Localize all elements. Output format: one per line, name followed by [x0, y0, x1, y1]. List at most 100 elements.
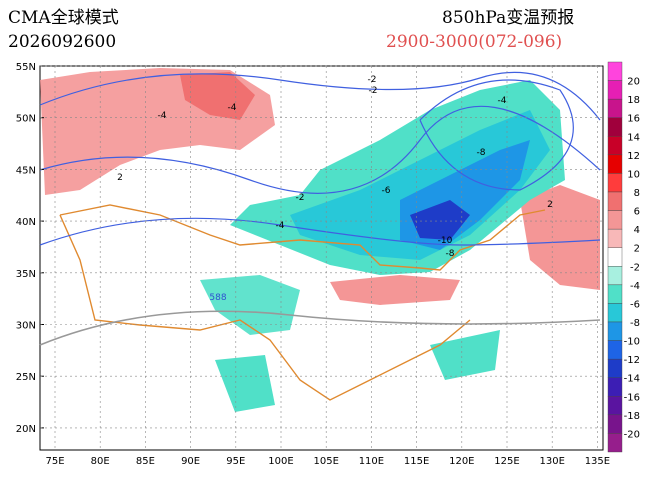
contour-label: -6	[382, 186, 391, 196]
colorbar-swatch	[607, 321, 623, 341]
lat-label: 55N	[16, 62, 36, 73]
cold-area	[200, 275, 300, 335]
lat-label: 25N	[16, 372, 36, 383]
contour-line	[39, 105, 601, 194]
warm-area	[330, 275, 460, 305]
colorbar-label: 12	[627, 151, 640, 162]
colorbar-label: -6	[630, 299, 640, 310]
contour-label: -2	[369, 86, 378, 96]
contour-label: -2	[296, 193, 305, 203]
lat-label: 50N	[16, 114, 36, 125]
lon-label: 110E	[359, 456, 384, 467]
contour-line	[39, 71, 601, 121]
lon-label: 75E	[45, 456, 64, 467]
colorbar-swatch	[607, 303, 623, 323]
colorbar-swatch	[607, 266, 623, 286]
contour-label: 2	[117, 173, 123, 183]
colorbar-swatch	[607, 377, 623, 397]
lon-label: 100E	[268, 456, 293, 467]
colorbar-swatch	[607, 433, 623, 453]
border-line	[59, 214, 471, 401]
contour-label: -2	[368, 75, 377, 85]
contour-line	[39, 217, 601, 246]
shading	[40, 68, 600, 412]
cold-area	[290, 110, 550, 260]
colorbar-label: -18	[624, 411, 640, 422]
border-line	[59, 204, 546, 271]
colorbar-label: 2	[634, 244, 640, 255]
colorbar-swatch	[607, 173, 623, 193]
contour-line	[419, 79, 574, 191]
colorbar-swatch	[607, 80, 623, 100]
lon-label: 115E	[404, 456, 429, 467]
colorbar-label: 8	[634, 188, 640, 199]
colorbar-label: 20	[627, 77, 640, 88]
colorbar-label: 4	[634, 225, 640, 236]
lat-label: 40N	[16, 217, 36, 228]
height-contour	[39, 310, 601, 346]
lon-label: 90E	[181, 456, 200, 467]
colorbar-label: -14	[624, 374, 640, 385]
colorbar-label: 16	[627, 114, 640, 125]
colorbar-label: 6	[634, 207, 640, 218]
colorbar-label: -10	[624, 337, 640, 348]
lon-label: 95E	[226, 456, 245, 467]
cold-area	[215, 355, 275, 412]
colorbar-swatch	[607, 191, 623, 211]
colorbar-label: -20	[624, 429, 640, 440]
contour-label: -10	[438, 236, 453, 246]
colorbar-swatch	[607, 61, 623, 81]
colorbar-swatch	[607, 247, 623, 267]
labels: 55N 50N 45N 40N 35N 30N 25N 20N 75E 80E 85E 90E 95E 1…	[16, 61, 640, 467]
contour-label: -8	[446, 249, 455, 259]
colorbar-swatch	[607, 358, 623, 378]
colorbar-label: -4	[630, 281, 640, 292]
lon-label: 120E	[449, 456, 474, 467]
lat-label: 45N	[16, 165, 36, 176]
colorbar-swatch	[607, 210, 623, 230]
colorbar-swatch	[607, 396, 623, 416]
colorbar-label: -2	[630, 262, 640, 273]
lon-label: 135E	[585, 456, 610, 467]
lon-label: 80E	[91, 456, 110, 467]
colorbar-swatch	[607, 284, 623, 304]
lon-label: 85E	[136, 456, 155, 467]
colorbar-label: 18	[627, 95, 640, 106]
contour-label: 588	[209, 293, 226, 303]
colorbar-swatch	[607, 340, 623, 360]
contour-label: -4	[276, 221, 285, 231]
colorbar-swatch	[607, 228, 623, 248]
contour-label: -8	[477, 148, 486, 158]
colorbar-swatch	[607, 154, 623, 174]
contour-label: -4	[498, 96, 507, 106]
contour-label: -4	[158, 111, 167, 121]
colorbar-label: -12	[624, 355, 640, 366]
cold-area	[430, 330, 500, 380]
lat-label: 20N	[16, 424, 36, 435]
colorbar-swatch	[607, 117, 623, 137]
forecast-period: 2900-3000(072-096)	[386, 32, 563, 52]
lon-label: 130E	[539, 456, 564, 467]
colorbar-swatch	[607, 136, 623, 156]
contours	[39, 71, 601, 246]
contour-label: 2	[547, 200, 553, 210]
model-name: CMA全球模式	[8, 8, 119, 28]
init-time: 2026092600	[8, 32, 117, 52]
lat-label: 35N	[16, 269, 36, 280]
contour-label: -4	[228, 103, 237, 113]
product-title: 850hPa变温预报	[442, 8, 575, 28]
warm-core	[180, 72, 255, 120]
lon-label: 105E	[313, 456, 338, 467]
colorbar-label: -8	[630, 318, 640, 329]
colorbar-label: 14	[627, 132, 640, 143]
colorbar-swatch	[607, 414, 623, 434]
lat-label: 30N	[16, 321, 36, 332]
colorbar-swatch	[607, 98, 623, 118]
lon-label: 125E	[494, 456, 519, 467]
colorbar-label: 10	[627, 169, 640, 180]
borders	[59, 204, 546, 401]
cold-core	[410, 200, 470, 240]
colorbar-label: -16	[624, 392, 640, 403]
